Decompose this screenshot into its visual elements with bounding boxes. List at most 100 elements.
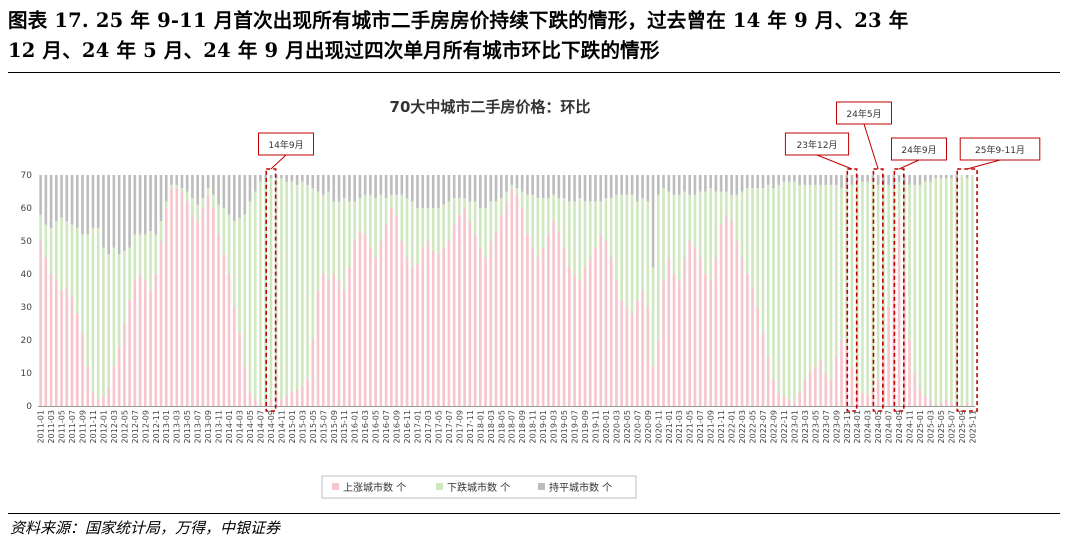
bar-flat xyxy=(102,175,105,248)
bar-up xyxy=(285,396,288,406)
bar-down xyxy=(353,201,357,241)
bar-up xyxy=(892,257,896,406)
bar-up xyxy=(170,188,173,406)
bar-flat xyxy=(447,175,451,202)
bar-up xyxy=(929,399,932,406)
x-tick-label: 2019-05 xyxy=(560,410,569,443)
bar-down xyxy=(123,250,126,324)
bar-flat xyxy=(384,175,388,199)
callout-box xyxy=(891,137,947,161)
x-tick-label: 2014-09 xyxy=(267,410,276,443)
bar-down xyxy=(944,178,948,400)
bar-down xyxy=(960,175,964,406)
bar-flat xyxy=(442,175,445,205)
bar-flat xyxy=(348,175,351,202)
x-tick-label: 2013-01 xyxy=(162,410,171,443)
bar-flat xyxy=(756,175,760,189)
bar-down xyxy=(102,247,105,397)
bar-down xyxy=(227,214,231,274)
bar-down xyxy=(149,231,152,291)
bar-up xyxy=(159,241,163,406)
bar-up xyxy=(609,257,613,406)
callout-box xyxy=(836,101,892,125)
x-tick-label: 2013-07 xyxy=(194,410,203,443)
bar-flat xyxy=(505,175,508,192)
bar-down xyxy=(520,191,524,208)
bar-up xyxy=(369,247,372,406)
bar-down xyxy=(819,184,822,360)
bar-flat xyxy=(159,175,163,222)
legend: 上涨城市数 个 下跌城市数 个 持平城市数 个 xyxy=(321,475,637,499)
bar-up xyxy=(709,280,712,406)
bar-flat xyxy=(599,175,603,202)
x-tick-label: 2018-03 xyxy=(487,410,496,443)
bar-up xyxy=(777,392,781,406)
bar-up xyxy=(688,241,692,406)
bar-flat xyxy=(814,175,817,185)
bar-up xyxy=(803,379,807,406)
bar-up xyxy=(646,307,650,406)
bar-down xyxy=(745,188,749,274)
bar-up xyxy=(808,373,812,406)
bottom-rule xyxy=(8,513,1060,514)
bar-up xyxy=(39,241,42,406)
bar-flat xyxy=(264,175,268,179)
x-tick-label: 2013-11 xyxy=(215,410,224,443)
bar-down xyxy=(112,247,116,367)
legend-swatch xyxy=(538,483,545,490)
bar-down xyxy=(505,191,508,202)
bar-flat xyxy=(688,175,692,195)
bar-flat xyxy=(431,175,435,208)
x-tick-label: 2023-05 xyxy=(811,410,820,443)
bar-down xyxy=(133,234,137,281)
bar-up xyxy=(730,221,733,406)
bar-down xyxy=(913,184,917,373)
bar-up xyxy=(180,191,184,406)
bar-flat xyxy=(201,175,205,199)
bar-flat xyxy=(557,175,561,199)
callout-label: 14年9月 xyxy=(268,139,303,151)
bar-flat xyxy=(81,175,84,235)
x-tick-label: 2024-01 xyxy=(853,410,862,443)
x-tick-label: 2015-03 xyxy=(298,410,307,443)
bar-down xyxy=(630,194,634,314)
x-tick-label: 2016-01 xyxy=(351,410,360,443)
x-tick-label: 2025-09 xyxy=(958,410,967,443)
bar-flat xyxy=(520,175,524,192)
bar-flat xyxy=(374,175,377,199)
bar-down xyxy=(280,178,283,400)
x-tick-label: 2021-05 xyxy=(686,410,695,443)
bar-flat xyxy=(426,175,430,208)
bar-down xyxy=(458,198,461,215)
x-tick-label: 2021-03 xyxy=(675,410,684,443)
bar-down xyxy=(253,191,257,400)
bar-up xyxy=(342,290,346,406)
callout-label: 23年12月 xyxy=(797,139,838,151)
bar-up xyxy=(301,386,304,406)
bar-flat xyxy=(861,175,864,182)
bar-up xyxy=(840,340,843,406)
bar-flat xyxy=(458,175,461,199)
bar-flat xyxy=(526,175,529,195)
bar-up xyxy=(541,247,545,406)
bar-flat xyxy=(704,175,707,192)
bar-up xyxy=(175,188,179,406)
figure-caption-line-2: 12 月、24 年 5 月、24 年 9 月出现过四次单月所有城市环比下跌的情形 xyxy=(8,39,660,62)
bar-up xyxy=(536,257,540,406)
bar-down xyxy=(766,184,770,357)
bar-down xyxy=(285,181,288,397)
bar-down xyxy=(573,201,576,274)
y-tick-label: 20 xyxy=(21,336,33,346)
bar-flat xyxy=(212,175,215,195)
bar-down xyxy=(814,184,817,367)
bar-down xyxy=(876,184,880,380)
bar-up xyxy=(149,290,152,406)
x-tick-label: 2025-07 xyxy=(947,410,956,443)
legend-frame xyxy=(321,475,637,499)
bar-down xyxy=(437,208,440,255)
bar-flat xyxy=(468,175,472,202)
bar-down xyxy=(321,194,325,274)
bar-flat xyxy=(536,175,540,199)
bar-flat xyxy=(578,175,582,199)
bar-up xyxy=(60,290,63,406)
